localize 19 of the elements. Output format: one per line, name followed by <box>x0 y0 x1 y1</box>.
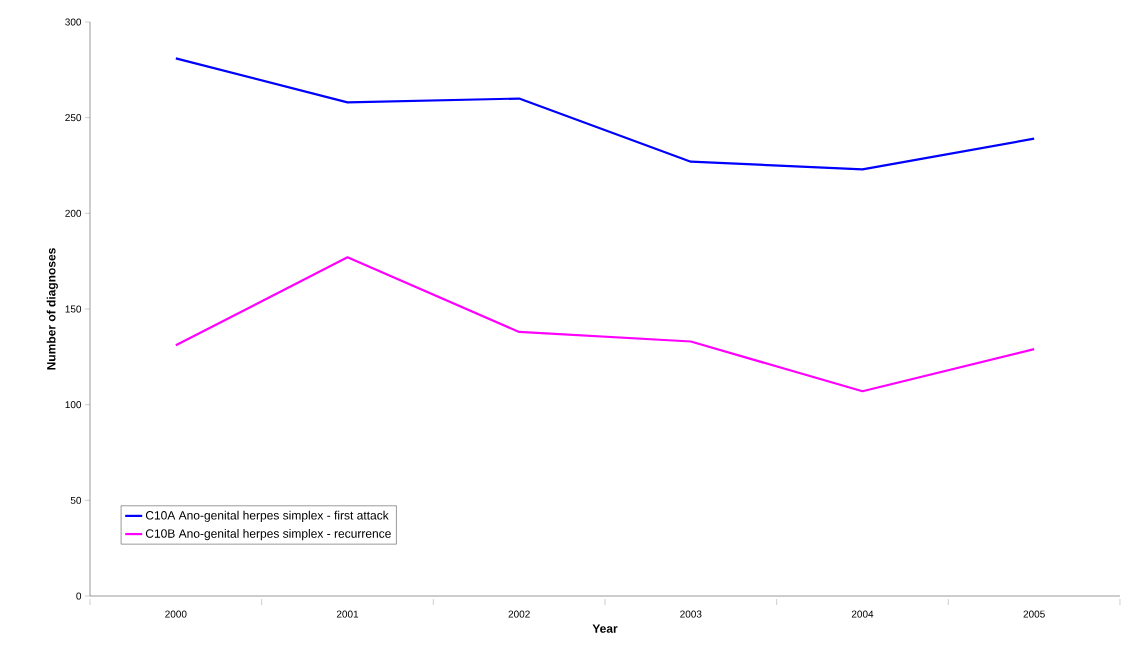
y-tick-label: 100 <box>65 401 82 409</box>
y-tick-label: 150 <box>65 305 82 313</box>
x-axis-title: Year <box>592 624 618 633</box>
x-tick-label: 2004 <box>851 610 874 618</box>
x-tick-label: 2002 <box>508 610 530 618</box>
x-tick-label: 2003 <box>680 610 702 618</box>
line-series <box>174 57 1036 171</box>
y-tick-label: 300 <box>65 18 82 26</box>
legend-label: C10B Ano-genital herpes simplex - recurrence <box>145 528 391 541</box>
legend-label: C10A Ano-genital herpes simplex - first attack <box>145 510 389 522</box>
y-tick-label: 200 <box>65 209 82 217</box>
y-tick-label: 0 <box>76 592 82 600</box>
y-tick-label: 50 <box>70 496 82 504</box>
x-tick-label: 2001 <box>336 610 359 618</box>
x-tick-label: 2000 <box>165 610 187 618</box>
line-series <box>174 256 1036 393</box>
x-tick-label: 2005 <box>1023 610 1045 618</box>
y-tick-label: 250 <box>65 114 82 122</box>
y-axis-title: Number of diagnoses <box>46 248 58 370</box>
